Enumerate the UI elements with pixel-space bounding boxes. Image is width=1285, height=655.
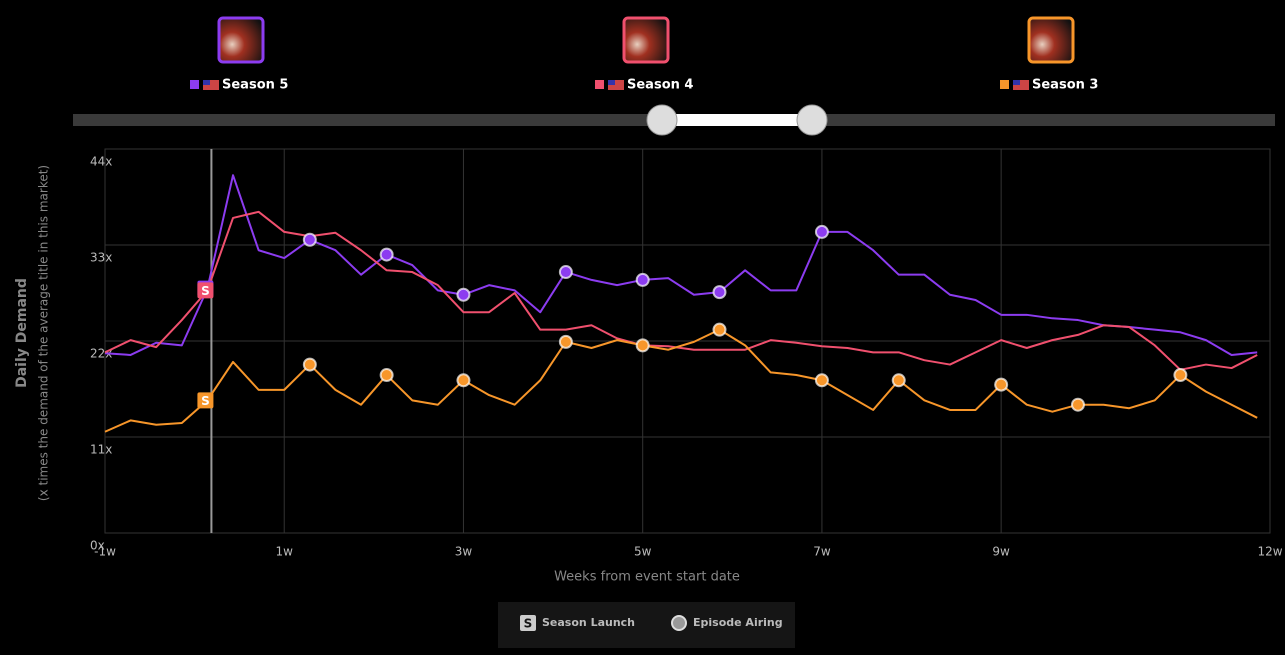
episode-marker	[558, 334, 573, 349]
legend-flag-canton	[1013, 80, 1020, 85]
key-launch: Season Launch	[542, 616, 635, 629]
x-tick-label: -1w	[94, 545, 116, 559]
y-tick-label: 44x	[90, 155, 112, 169]
y-tick-label: 33x	[90, 251, 112, 265]
legend-swatch	[190, 80, 199, 89]
legend-label: Season 4	[627, 78, 693, 93]
launch-marker: S	[197, 282, 214, 299]
y-tick-label: 11x	[90, 443, 112, 457]
episode-marker	[302, 357, 317, 372]
legend-flag	[608, 80, 624, 90]
season-thumbnail[interactable]	[217, 16, 265, 64]
legend-flag	[203, 80, 219, 90]
legend-label: Season 3	[1032, 78, 1098, 93]
episode-marker	[379, 247, 394, 262]
episode-marker	[814, 224, 829, 239]
season-thumbnail[interactable]	[1027, 16, 1075, 64]
series-line	[104, 210, 1258, 371]
episode-marker	[635, 338, 650, 353]
episode-marker	[814, 373, 829, 388]
launch-marker-symbol: S	[201, 284, 210, 298]
x-tick-label: 3w	[455, 545, 473, 559]
episode-marker	[302, 232, 317, 247]
launch-marker-symbol: S	[201, 394, 210, 408]
key-episode: Episode Airing	[693, 616, 783, 629]
x-axis-title: Weeks from event start date	[554, 570, 740, 585]
launch-marker-box	[197, 392, 214, 409]
y-axis-title: Daily Demand	[14, 278, 30, 388]
legend-flag-canton	[608, 80, 615, 85]
legend-swatch	[595, 80, 604, 89]
y-tick-label: 22x	[90, 347, 112, 361]
episode-marker	[635, 272, 650, 287]
episode-marker	[379, 368, 394, 383]
episode-marker	[1070, 397, 1085, 412]
episode-marker	[891, 373, 906, 388]
season-thumbnail[interactable]	[622, 16, 670, 64]
key-box	[498, 602, 795, 648]
episode-marker	[994, 377, 1009, 392]
slider-range	[662, 114, 812, 126]
slider-handle[interactable]	[796, 104, 828, 136]
key-launch-symbol: S	[524, 617, 533, 631]
y-tick-label: 0x	[90, 539, 105, 553]
legend-swatch	[1000, 80, 1009, 89]
key-episode-icon	[671, 615, 687, 631]
x-tick-label: 5w	[634, 545, 652, 559]
key-launch-icon	[520, 615, 536, 631]
episode-marker	[1173, 368, 1188, 383]
legend-flag-canton	[203, 80, 210, 85]
slider-handle[interactable]	[646, 104, 678, 136]
launch-marker-box	[197, 282, 214, 299]
episode-marker	[712, 285, 727, 300]
legend-label: Season 5	[222, 78, 288, 93]
episode-marker	[456, 287, 471, 302]
y-axis-subtitle: (x times the demand of the average title…	[37, 165, 51, 501]
series-line	[104, 174, 1258, 356]
series-line	[104, 328, 1258, 433]
x-tick-label: 9w	[992, 545, 1010, 559]
episode-marker	[456, 373, 471, 388]
x-tick-label: 7w	[813, 545, 831, 559]
episode-marker	[558, 265, 573, 280]
legend-flag	[1013, 80, 1029, 90]
x-tick-label: 12w	[1257, 545, 1282, 559]
episode-marker	[712, 322, 727, 337]
launch-marker: S	[197, 392, 214, 409]
x-tick-label: 1w	[276, 545, 294, 559]
